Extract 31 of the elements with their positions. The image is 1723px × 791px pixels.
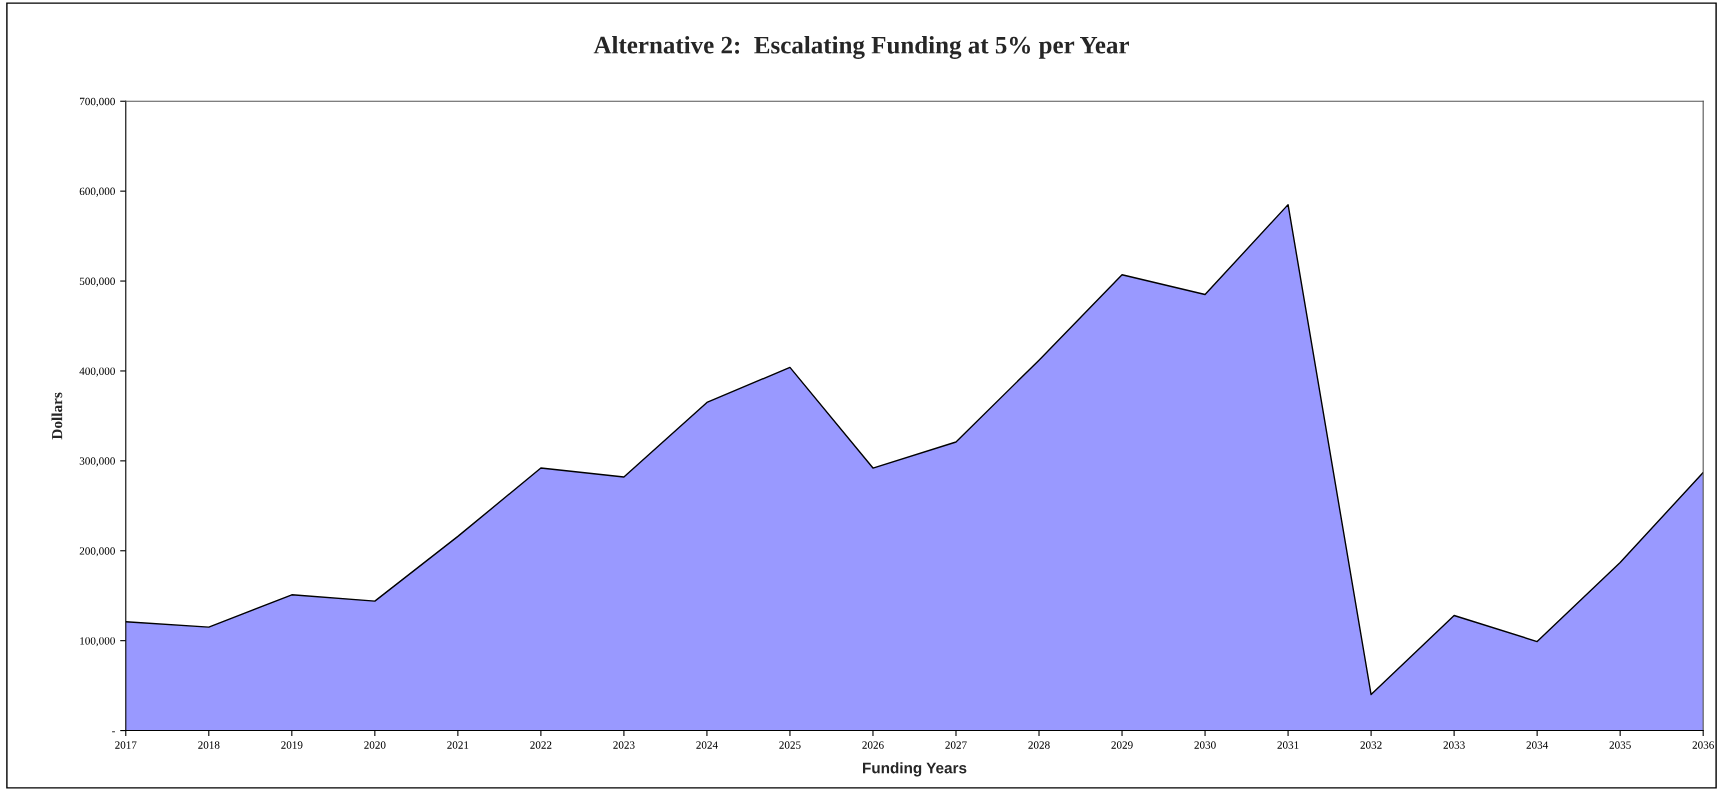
x-tick-label: 2031	[1277, 741, 1299, 749]
x-tick-label: 2036	[1692, 741, 1714, 749]
x-tick-label: 2024	[696, 741, 718, 749]
y-tick-label: 400,000	[79, 367, 115, 377]
y-tick-label: 500,000	[79, 277, 115, 287]
chart-title: Alternative 2: Escalating Funding at 5% per Year	[593, 36, 1129, 59]
x-tick-label: 2022	[530, 741, 552, 749]
x-tick-label: 2033	[1443, 741, 1465, 749]
x-tick-label: 2034	[1526, 741, 1549, 749]
y-tick-label: 300,000	[79, 457, 115, 467]
x-tick-label: 2018	[198, 741, 220, 749]
x-tick-label: 2020	[364, 741, 386, 749]
x-tick-label: 2026	[862, 741, 884, 749]
x-tick-label: 2017	[115, 741, 137, 749]
x-tick-label: 2029	[1111, 741, 1133, 749]
x-axis-title: Funding Years	[863, 762, 967, 777]
x-tick-label: 2027	[945, 741, 967, 749]
x-tick-label: 2032	[1360, 741, 1382, 749]
x-tick-label: 2030	[1194, 741, 1216, 749]
x-tick-label: 2025	[779, 741, 801, 749]
y-tick-label: 600,000	[79, 187, 115, 197]
x-tick-label: 2028	[1028, 741, 1050, 749]
y-tick-label: 100,000	[80, 637, 115, 647]
y-axis-title: Dollars	[51, 392, 63, 440]
y-tick-label: 700,000	[79, 97, 115, 107]
y-tick-label: -	[112, 731, 115, 733]
x-tick-label: 2023	[613, 741, 635, 749]
x-tick-label: 2019	[281, 741, 303, 749]
x-tick-label: 2035	[1609, 741, 1631, 749]
y-tick-label: 200,000	[79, 547, 115, 557]
x-tick-label: 2021	[447, 741, 469, 749]
